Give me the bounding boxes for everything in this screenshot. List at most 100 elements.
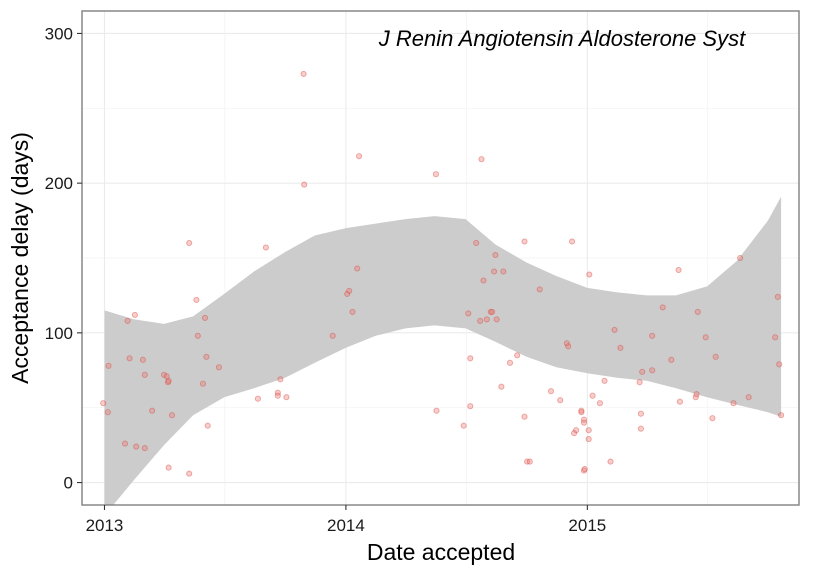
data-point xyxy=(521,413,528,420)
y-tick-label: 200 xyxy=(45,174,73,193)
data-point xyxy=(585,436,592,443)
data-point xyxy=(506,359,514,366)
data-point xyxy=(607,458,614,465)
y-axis-title: Acceptance delay (days) xyxy=(7,132,33,384)
data-point xyxy=(163,373,170,380)
data-point xyxy=(329,332,336,339)
data-point xyxy=(580,419,588,426)
data-point xyxy=(637,425,644,432)
data-point xyxy=(693,391,700,398)
data-point xyxy=(649,332,656,339)
data-point xyxy=(139,356,146,363)
data-point xyxy=(586,271,593,278)
data-point xyxy=(709,415,716,422)
data-point xyxy=(589,392,596,399)
data-point xyxy=(521,238,528,245)
data-point xyxy=(194,332,201,339)
data-point xyxy=(712,353,719,360)
data-point xyxy=(578,409,585,416)
data-point xyxy=(131,311,138,318)
journal-annotation: J Renin Angiotensin Aldosterone Syst xyxy=(378,26,746,51)
data-point xyxy=(193,296,200,303)
data-point xyxy=(585,427,592,434)
data-point xyxy=(478,156,485,163)
data-point xyxy=(100,400,107,407)
data-point xyxy=(433,407,440,414)
data-point xyxy=(637,410,644,417)
data-point xyxy=(460,422,467,429)
data-point xyxy=(344,290,351,297)
data-point xyxy=(149,407,156,414)
data-point xyxy=(204,422,211,429)
data-points xyxy=(100,70,785,477)
data-point xyxy=(121,440,129,447)
data-point xyxy=(473,239,480,247)
x-tick-label: 2015 xyxy=(568,516,606,535)
data-point xyxy=(694,308,701,315)
data-point xyxy=(165,464,172,471)
data-point xyxy=(274,389,281,396)
data-point xyxy=(524,458,531,465)
plot-panel-border xyxy=(81,10,800,506)
data-point xyxy=(580,416,588,423)
data-point xyxy=(277,376,284,383)
data-point xyxy=(168,412,176,419)
data-point xyxy=(573,427,580,434)
data-point xyxy=(186,470,193,477)
data-point xyxy=(772,334,779,341)
data-point xyxy=(274,392,281,399)
data-point xyxy=(215,364,222,371)
y-tick-label: 0 xyxy=(64,474,73,493)
data-point xyxy=(636,379,643,386)
x-tick-label: 2014 xyxy=(327,516,365,535)
data-point xyxy=(492,251,499,259)
data-point xyxy=(571,430,578,437)
data-point xyxy=(596,400,603,407)
data-point xyxy=(487,308,494,315)
data-point xyxy=(617,344,624,351)
data-point xyxy=(301,181,308,188)
data-point xyxy=(160,371,168,378)
data-point xyxy=(745,394,752,401)
data-point xyxy=(104,409,111,416)
x-axis-title: Date accepted xyxy=(367,539,515,565)
data-point xyxy=(126,355,133,362)
data-point xyxy=(737,254,744,262)
data-point xyxy=(668,356,675,363)
data-point xyxy=(676,398,683,405)
data-point xyxy=(465,310,472,317)
data-point xyxy=(601,377,608,384)
data-point xyxy=(649,367,656,374)
data-point xyxy=(675,266,682,274)
data-point xyxy=(491,268,498,275)
data-point xyxy=(141,371,148,378)
data-point xyxy=(254,395,261,402)
data-point xyxy=(563,340,570,347)
data-point xyxy=(547,388,555,395)
data-point xyxy=(201,314,209,321)
data-point xyxy=(354,265,361,272)
data-point xyxy=(569,238,576,245)
x-tick-label: 2013 xyxy=(86,516,124,535)
data-point xyxy=(659,304,666,311)
data-point xyxy=(611,326,618,333)
data-point xyxy=(164,379,172,386)
data-point xyxy=(493,316,500,323)
data-point xyxy=(483,316,490,323)
data-point xyxy=(467,403,474,410)
data-point xyxy=(356,153,363,160)
data-point xyxy=(514,352,521,359)
data-point xyxy=(730,400,737,407)
data-point xyxy=(526,458,533,465)
data-point xyxy=(349,308,356,315)
data-point xyxy=(133,443,140,450)
data-point xyxy=(199,380,207,387)
data-point xyxy=(124,317,131,324)
data-point xyxy=(480,277,487,284)
data-point xyxy=(105,362,112,369)
data-point xyxy=(578,407,585,414)
data-point xyxy=(776,361,783,368)
data-point xyxy=(774,293,781,300)
data-point xyxy=(639,368,646,375)
